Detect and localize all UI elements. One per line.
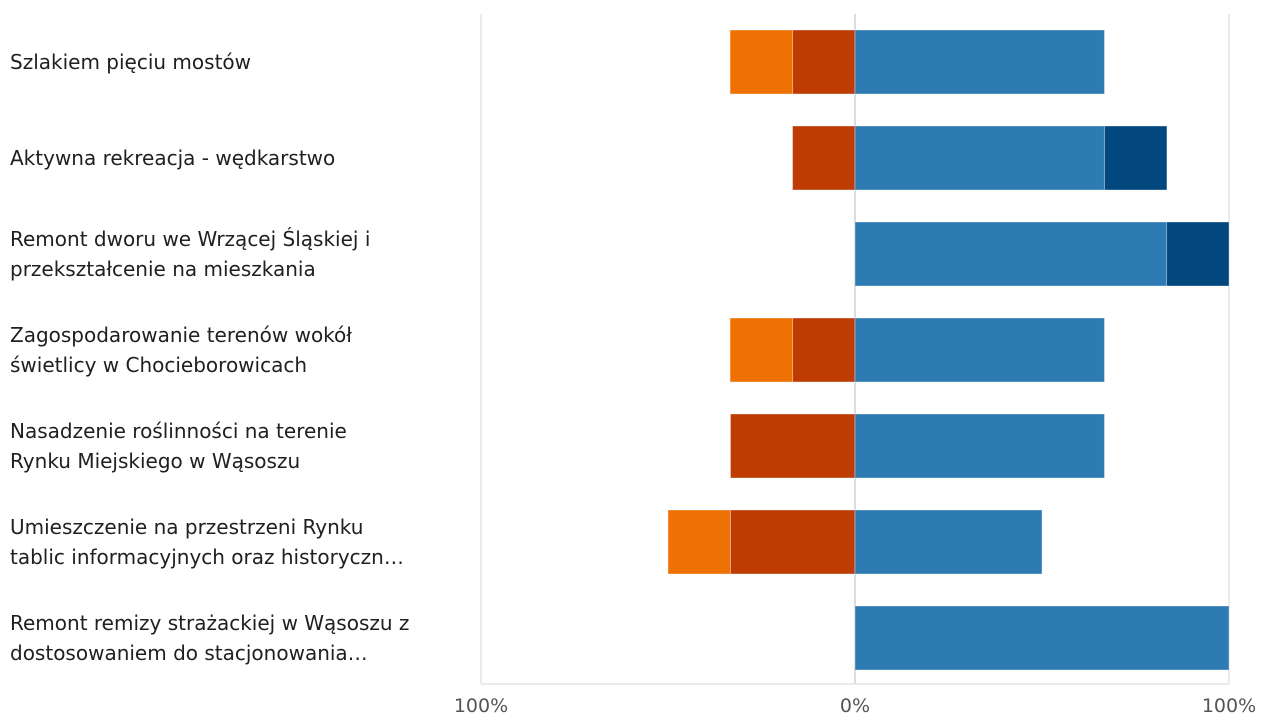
- bar-segment[interactable]: [854, 413, 1105, 479]
- x-tick-label: 0%: [840, 695, 870, 717]
- category-label: Rynku Miejskiego w Wąsoszu: [10, 449, 300, 473]
- category-label: dostosowaniem do stacjonowania…: [10, 641, 368, 665]
- bar-segment[interactable]: [729, 29, 794, 95]
- category-labels: Szlakiem pięciu mostów Aktywna rekreacja …: [10, 50, 409, 665]
- bar-segment[interactable]: [854, 221, 1168, 287]
- bar-segment[interactable]: [667, 509, 731, 575]
- bar-segment[interactable]: [1166, 221, 1230, 287]
- category-label: przekształcenie na mieszkania: [10, 257, 316, 281]
- bar-segment[interactable]: [792, 125, 856, 191]
- bar-segment[interactable]: [854, 29, 1105, 95]
- bar-segment[interactable]: [729, 413, 856, 479]
- bar-segment[interactable]: [792, 317, 856, 383]
- x-axis-ticks: 100% 0% 100%: [454, 695, 1256, 717]
- bar-segment[interactable]: [729, 509, 856, 575]
- bar-segment[interactable]: [729, 317, 794, 383]
- bars-layer: [667, 29, 1230, 671]
- x-tick-label: 100%: [454, 695, 508, 717]
- category-label: Aktywna rekreacja - wędkarstwo: [10, 146, 335, 170]
- category-label: Remont remizy strażackiej w Wąsoszu z: [10, 611, 409, 635]
- category-label: Nasadzenie roślinności na terenie: [10, 419, 347, 443]
- category-label: Remont dworu we Wrzącej Śląskiej i: [10, 227, 370, 251]
- bar-segment[interactable]: [854, 605, 1230, 671]
- category-label: świetlicy w Chocieborowicach: [10, 353, 307, 377]
- bar-segment[interactable]: [1103, 125, 1168, 191]
- x-tick-label: 100%: [1202, 695, 1256, 717]
- category-label: Zagospodarowanie terenów wokół: [10, 323, 352, 347]
- bar-segment[interactable]: [854, 509, 1043, 575]
- bar-segment[interactable]: [854, 317, 1105, 383]
- bar-segment[interactable]: [854, 125, 1105, 191]
- category-label: Szlakiem pięciu mostów: [10, 50, 251, 74]
- category-label: Umieszczenie na przestrzeni Rynku: [10, 515, 363, 539]
- bar-segment[interactable]: [792, 29, 856, 95]
- category-label: tablic informacyjnych oraz historyczn…: [10, 545, 404, 569]
